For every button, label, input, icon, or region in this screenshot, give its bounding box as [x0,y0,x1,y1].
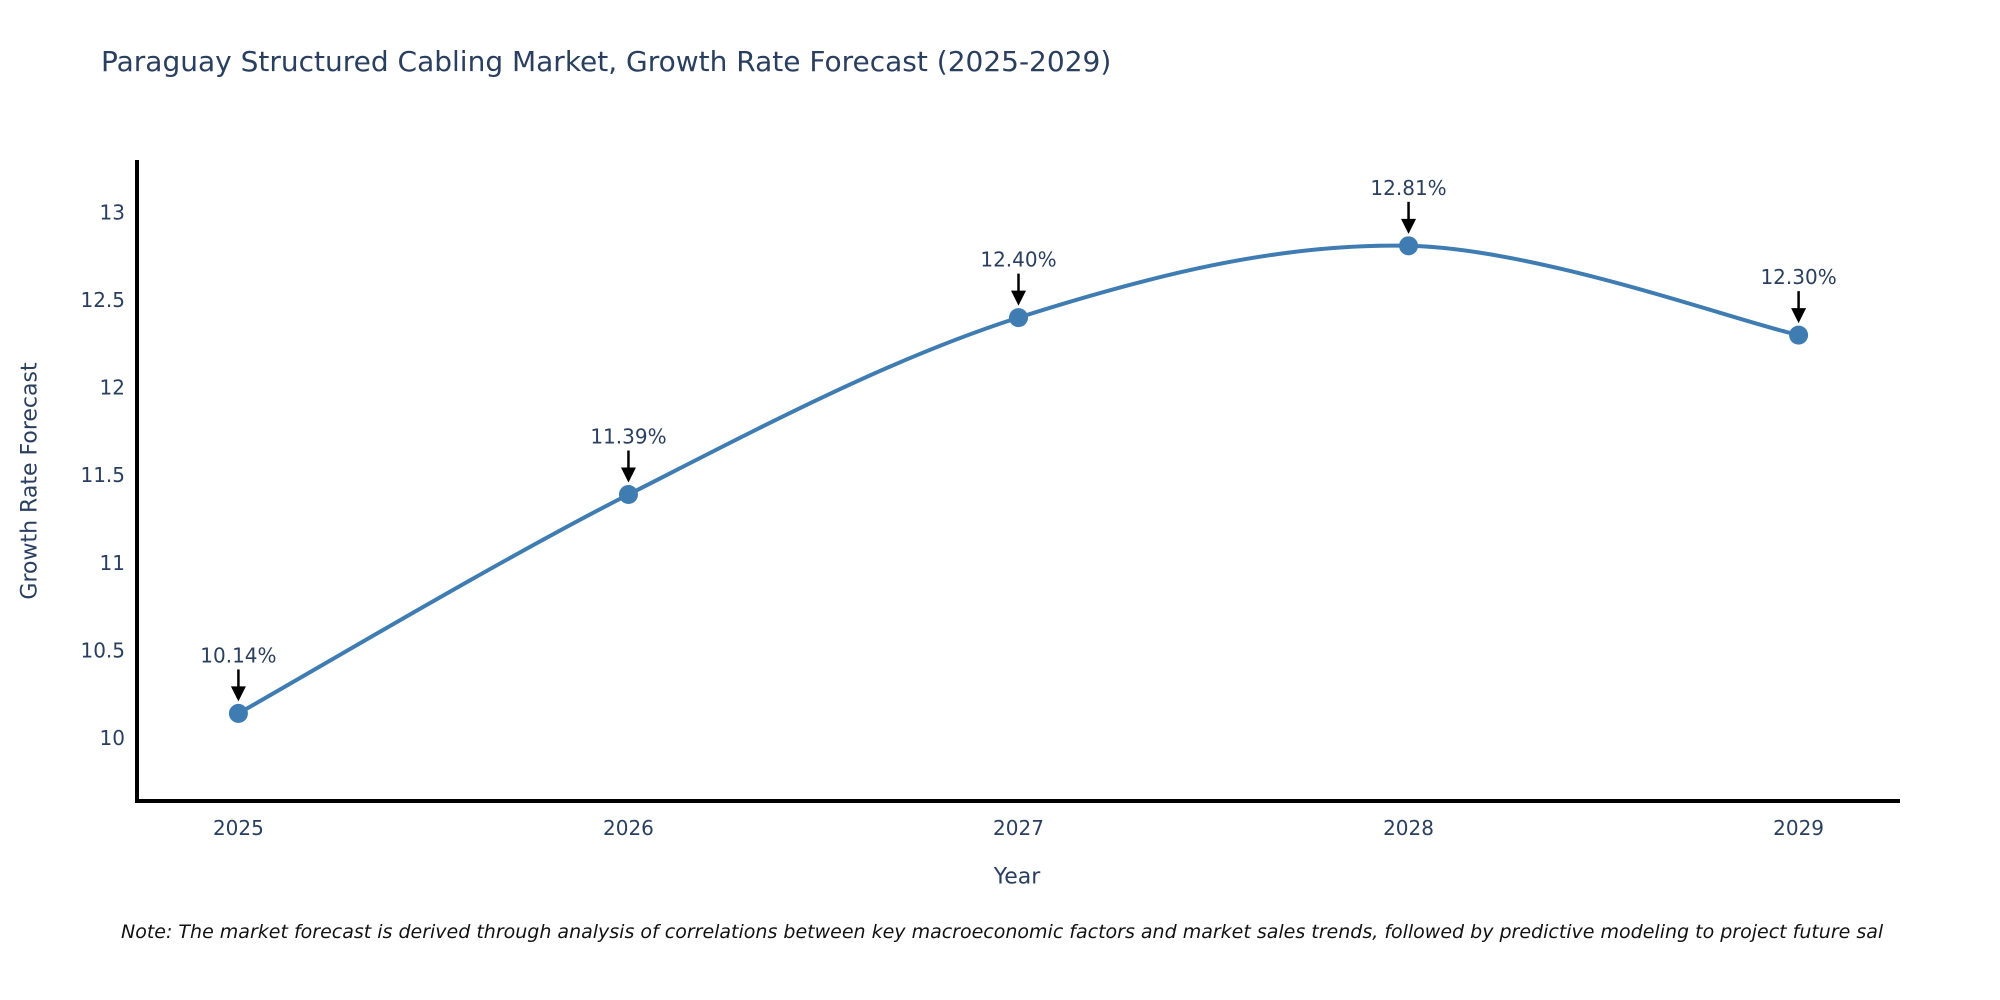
data-point-label: 12.30% [1760,265,1836,289]
y-tick-label: 10 [100,726,125,750]
y-axis-title: Growth Rate Forecast [17,362,43,600]
x-tick-label: 2025 [213,816,264,840]
data-point-marker [228,703,248,723]
y-tick-label: 12 [100,376,125,400]
y-tick-label: 12.5 [80,288,125,312]
x-tick-label: 2027 [993,816,1044,840]
y-tick-label: 10.5 [80,638,125,662]
data-point-marker [618,485,638,505]
footnote-text: Note: The market forecast is derived thr… [121,921,1884,943]
annotation-arrow-head [620,467,636,483]
y-tick-label: 11 [100,551,125,575]
x-tick-label: 2029 [1773,816,1824,840]
x-axis-title: Year [993,864,1041,890]
chart-title: Paraguay Structured Cabling Market, Grow… [101,45,1112,78]
annotation-arrow-head [230,686,246,702]
y-tick-label: 13 [100,201,125,225]
x-tick-label: 2028 [1383,816,1434,840]
data-point-label: 12.40% [980,248,1056,272]
annotation-arrow-head [1011,290,1026,306]
y-tick-label: 11.5 [80,463,125,487]
annotation-arrow-head [1791,308,1807,324]
x-tick-label: 2026 [603,816,654,840]
data-point-marker [1009,308,1028,328]
data-point-marker [1399,236,1419,256]
data-point-label: 12.81% [1370,176,1446,200]
data-point-label: 10.14% [200,643,276,667]
annotation-arrow-head [1401,218,1417,234]
data-point-marker [1789,325,1809,345]
data-point-label: 11.39% [590,425,666,449]
